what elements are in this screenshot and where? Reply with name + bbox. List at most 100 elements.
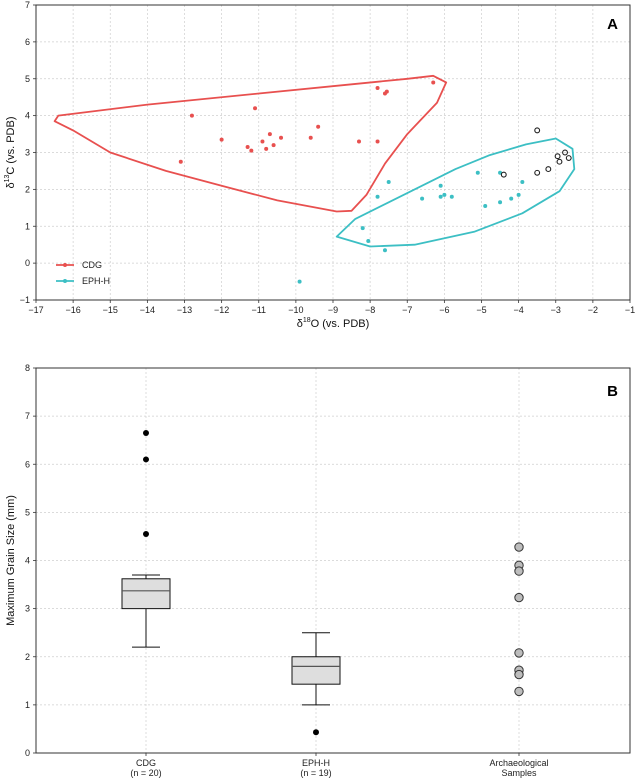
outlier-point (143, 531, 149, 538)
y-tick-label: 5 (25, 74, 30, 84)
x-tick-label: −11 (251, 305, 266, 315)
y-tick-label: 5 (25, 507, 30, 517)
y-tick-label: 7 (25, 411, 30, 421)
panel-a-scatter: −17 −16 −15 −14 −13 −12 −11 −10 −9 −8 −7 −6 −5 −4 −3 −2… (4, 0, 635, 330)
archaeological-point (514, 592, 524, 603)
point-eph-h (442, 192, 447, 197)
y-tick-label: 1 (25, 700, 30, 710)
x-tick-label: −2 (588, 305, 598, 315)
point-eph-h (516, 192, 521, 197)
point-open (556, 158, 563, 165)
point-cdg (356, 139, 361, 144)
legend-marker-cdg (63, 262, 67, 267)
legend-label-eph-h: EPH-H (82, 276, 110, 286)
point-cdg (375, 85, 380, 90)
x-category-count: (n = 20) (130, 768, 161, 778)
envelope-cdg (53, 74, 448, 213)
x-category-label: Archaeological (489, 758, 548, 768)
y-tick-label: 0 (25, 258, 30, 268)
point-cdg (316, 124, 321, 129)
point-eph-h (420, 196, 425, 201)
x-tick-label: −9 (328, 305, 338, 315)
y-tick-label: −1 (20, 295, 30, 305)
x-tick-label: −14 (140, 305, 155, 315)
x-axis-label: δ18O (vs. PDB) (297, 317, 370, 330)
point-cdg (375, 139, 380, 144)
y-axis-label: Maximum Grain Size (mm) (5, 495, 17, 626)
y-tick-label: 0 (25, 748, 30, 758)
point-cdg (267, 132, 272, 137)
box-iqr (121, 578, 171, 610)
outlier-point (143, 456, 149, 463)
archaeological-point (514, 648, 524, 658)
x-tick-label: −16 (65, 305, 80, 315)
point-cdg (384, 89, 389, 94)
y-tick-label: 2 (25, 184, 30, 194)
y-tick-label: 4 (25, 111, 30, 121)
point-cdg (431, 80, 436, 85)
point-cdg (308, 135, 313, 140)
y-tick-label: 3 (25, 604, 30, 614)
point-eph-h (520, 180, 525, 184)
y-tick-label: 7 (25, 0, 30, 10)
point-open (500, 171, 507, 178)
legend-label-cdg: CDG (82, 260, 102, 270)
envelope-eph-h (335, 137, 576, 248)
point-open (562, 149, 568, 156)
x-tick-label: −1 (625, 305, 635, 315)
point-eph-h (475, 170, 480, 175)
point-eph-h (375, 194, 380, 199)
y-tick-label: 4 (25, 556, 30, 566)
point-open (545, 166, 552, 173)
point-cdg (219, 137, 224, 142)
x-tick-label: −7 (402, 305, 412, 315)
point-eph-h (382, 248, 387, 253)
panel-label-a: A (607, 16, 618, 33)
y-tick-label: 6 (25, 37, 30, 47)
point-cdg (178, 159, 183, 164)
x-category-label: CDG (136, 758, 156, 768)
outlier-point (143, 429, 149, 436)
point-eph-h (483, 203, 488, 208)
outlier-point (313, 729, 319, 736)
point-cdg (249, 148, 254, 153)
legend-marker-eph-h (63, 278, 67, 283)
x-tick-label: −4 (513, 305, 523, 315)
point-cdg (271, 143, 276, 148)
point-eph-h (449, 194, 454, 199)
point-cdg (189, 113, 194, 118)
point-cdg (245, 144, 250, 149)
x-tick-label: −13 (177, 305, 192, 315)
y-tick-label: 8 (25, 363, 30, 373)
y-axis-label: δ13C (vs. PDB) (4, 117, 17, 189)
archaeological-point (514, 566, 524, 576)
x-tick-label: −15 (103, 305, 118, 315)
x-category-label: EPH-H (302, 758, 330, 768)
point-open (565, 155, 572, 161)
archaeological-point (514, 669, 524, 680)
point-eph-h (438, 183, 443, 188)
archaeological-point (514, 686, 524, 697)
point-eph-h (366, 239, 371, 243)
x-category-count: (n = 19) (300, 768, 331, 778)
point-cdg (253, 106, 258, 111)
x-tick-label: −6 (439, 305, 449, 315)
point-open (534, 169, 541, 176)
y-tick-label: 1 (25, 221, 30, 231)
x-tick-label: −12 (214, 305, 229, 315)
y-tick-label: 2 (25, 652, 30, 662)
x-tick-label: −3 (551, 305, 561, 315)
x-category-count: Samples (501, 768, 537, 778)
panel-label-b: B (607, 383, 618, 400)
x-tick-label: −8 (365, 305, 375, 315)
y-tick-label: 6 (25, 459, 30, 469)
point-eph-h (509, 196, 514, 201)
point-eph-h (360, 226, 365, 231)
point-eph-h (386, 180, 391, 184)
point-eph-h (498, 200, 503, 205)
point-eph-h (297, 279, 302, 284)
point-cdg (264, 146, 269, 151)
y-tick-label: 3 (25, 148, 30, 158)
